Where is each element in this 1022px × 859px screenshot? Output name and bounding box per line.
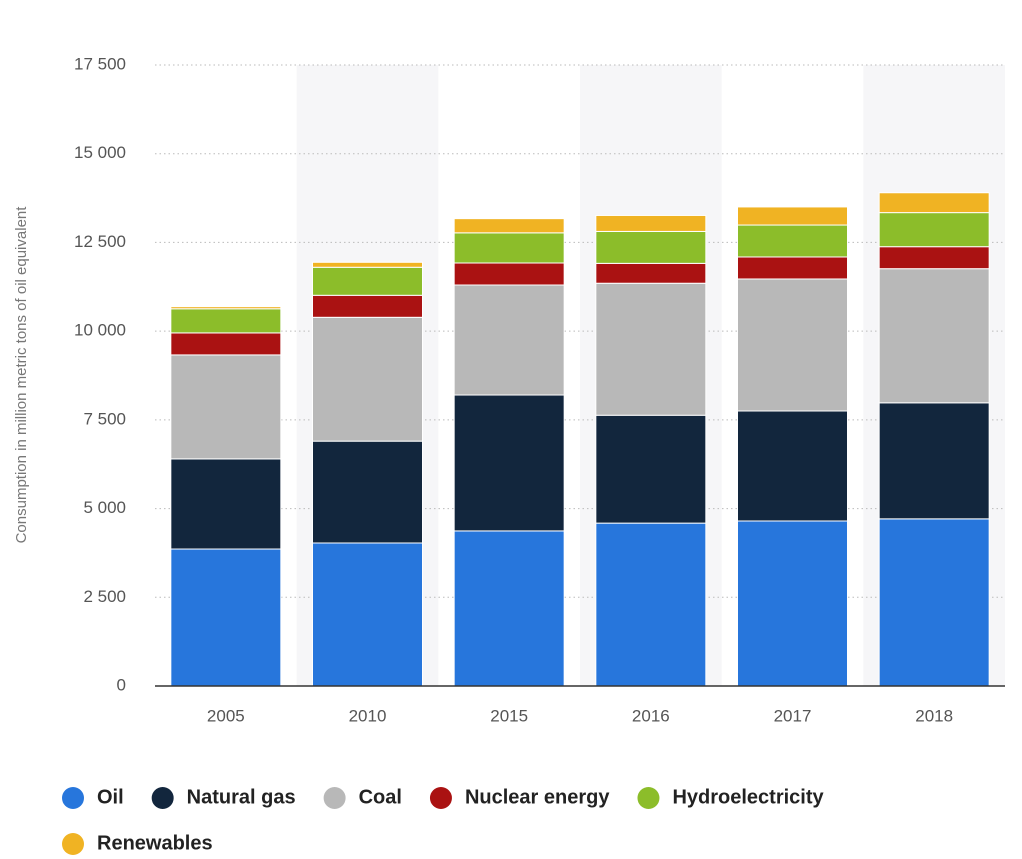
legend-marker bbox=[429, 787, 452, 809]
x-tick-label: 2010 bbox=[349, 706, 387, 725]
bar-segment bbox=[453, 262, 565, 286]
bar-segment bbox=[737, 256, 848, 280]
bar-segment bbox=[312, 440, 423, 544]
y-tick-label: 7 500 bbox=[83, 409, 126, 428]
bar-segment bbox=[170, 308, 282, 334]
legend-marker bbox=[323, 787, 346, 809]
legend-label: Natural gas bbox=[187, 786, 296, 808]
bar-segment bbox=[453, 218, 565, 234]
bar-segment bbox=[453, 284, 565, 396]
bar-segment bbox=[453, 232, 565, 264]
bar-segment bbox=[878, 212, 990, 248]
x-tick-label: 2018 bbox=[915, 706, 953, 725]
x-tick-label: 2017 bbox=[774, 706, 812, 725]
legend-label: Oil bbox=[97, 786, 124, 808]
bar-segment bbox=[170, 354, 282, 460]
bar-segment bbox=[453, 530, 565, 687]
y-tick-label: 10 000 bbox=[74, 321, 126, 340]
y-tick-label: 0 bbox=[117, 675, 126, 694]
y-tick-label: 12 500 bbox=[74, 232, 126, 251]
legend-label: Coal bbox=[359, 786, 402, 808]
bar-segment bbox=[878, 246, 990, 270]
bar-segment bbox=[737, 520, 848, 687]
legend-marker bbox=[62, 787, 84, 809]
bar-segment bbox=[170, 458, 282, 550]
legend-label: Renewables bbox=[97, 832, 213, 854]
bar-segment bbox=[737, 224, 848, 258]
bar-segment bbox=[878, 192, 990, 214]
legend-label: Nuclear energy bbox=[465, 786, 610, 808]
bar-segment bbox=[312, 542, 423, 687]
legend-label: Hydroelectricity bbox=[672, 786, 824, 808]
legend-marker bbox=[62, 833, 84, 855]
x-tick-label: 2005 bbox=[207, 706, 245, 725]
legend-marker bbox=[637, 787, 660, 809]
bar-segment bbox=[453, 394, 565, 532]
bar-segment bbox=[170, 306, 282, 310]
y-tick-label: 5 000 bbox=[83, 498, 126, 517]
x-tick-label: 2015 bbox=[490, 706, 528, 725]
y-tick-label: 15 000 bbox=[74, 143, 126, 162]
bar-segment bbox=[312, 294, 423, 318]
bar-segment bbox=[595, 230, 707, 264]
x-tick-label: 2016 bbox=[632, 706, 670, 725]
bar-segment bbox=[878, 402, 990, 520]
bar-segment bbox=[312, 266, 423, 296]
y-axis-label: Consumption in million metric tons of oi… bbox=[13, 206, 30, 544]
y-tick-label: 17 500 bbox=[74, 54, 126, 73]
bar-segment bbox=[595, 414, 707, 524]
bar-segment bbox=[595, 214, 707, 232]
bar-segment bbox=[878, 518, 990, 687]
bar-segment bbox=[595, 262, 707, 284]
bar-segment bbox=[737, 278, 848, 412]
bar-segment bbox=[878, 268, 990, 404]
bar-segment bbox=[312, 316, 423, 442]
bar-segment bbox=[170, 332, 282, 356]
bar-segment bbox=[737, 410, 848, 522]
bar-segment bbox=[312, 261, 423, 268]
legend-marker bbox=[151, 787, 174, 809]
bar-segment bbox=[595, 522, 707, 687]
bar-segment bbox=[737, 206, 848, 226]
y-tick-label: 2 500 bbox=[83, 587, 126, 606]
bar-segment bbox=[595, 282, 707, 416]
bar-segment bbox=[170, 548, 282, 687]
